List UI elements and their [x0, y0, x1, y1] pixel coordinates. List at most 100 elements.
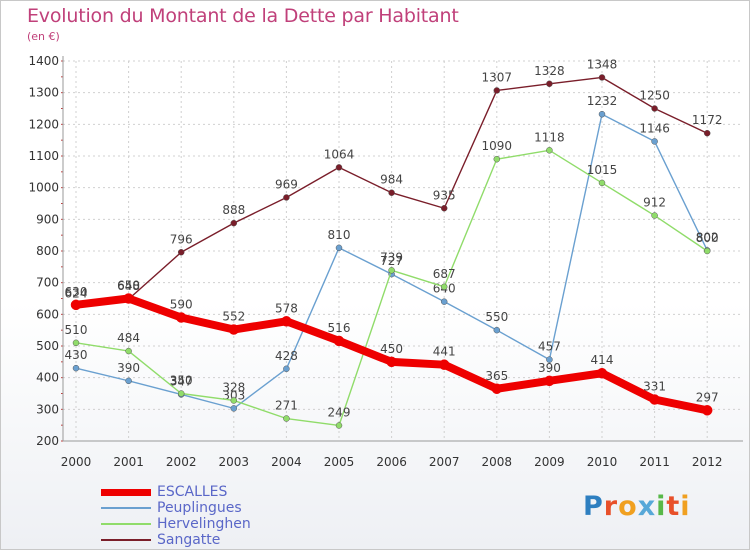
data-label-hervelinghen: 739: [380, 250, 403, 264]
data-point-peuplingues: [72, 364, 80, 372]
x-tick-label: 2002: [166, 455, 197, 469]
y-tick-label: 1100: [28, 149, 59, 163]
data-label-peuplingues: 390: [117, 361, 140, 375]
data-point-sangatte: [388, 189, 395, 196]
data-point-sangatte: [440, 205, 448, 212]
y-tick-label: 700: [36, 276, 59, 290]
data-label-peuplingues: 457: [538, 340, 561, 354]
logo-letter: t: [666, 491, 681, 522]
data-point-hervelinghen: [388, 267, 395, 274]
data-label-peuplingues: 1146: [639, 121, 670, 135]
y-tick-label: 900: [36, 212, 59, 226]
data-point-peuplingues: [440, 298, 448, 305]
data-point-hervelinghen: [651, 212, 658, 219]
data-label-escalles: 516: [328, 321, 351, 335]
x-tick-label: 2000: [61, 455, 92, 469]
data-label-peuplingues: 428: [275, 349, 298, 363]
data-point-hervelinghen: [703, 247, 711, 255]
data-point-escalles: [491, 383, 503, 394]
data-label-escalles: 590: [170, 298, 193, 312]
data-label-peuplingues: 727: [380, 254, 403, 268]
data-point-hervelinghen: [125, 347, 132, 355]
data-label-hervelinghen: 687: [433, 267, 456, 281]
legend-label-escalles: ESCALLES: [157, 484, 228, 500]
data-point-escalles: [438, 359, 450, 370]
data-label-hervelinghen: 271: [275, 399, 298, 413]
data-point-escalles: [175, 312, 187, 323]
data-point-sangatte: [703, 129, 711, 137]
chart-title: Evolution du Montant de la Dette par Hab…: [27, 5, 459, 27]
data-point-hervelinghen: [72, 339, 80, 347]
data-label-escalles: 578: [275, 301, 298, 315]
logo-letter: o: [618, 491, 638, 522]
data-point-escalles: [123, 293, 134, 304]
data-label-sangatte: 984: [380, 173, 403, 187]
data-label-sangatte: 935: [433, 188, 456, 202]
data-label-hervelinghen: 328: [222, 380, 245, 394]
x-tick-label: 2012: [692, 455, 723, 469]
data-label-escalles: 630: [65, 285, 88, 299]
data-point-hervelinghen: [177, 390, 185, 397]
data-label-hervelinghen: 1118: [534, 130, 565, 144]
data-label-peuplingues: 550: [485, 310, 508, 324]
proxiti-logo: Proxiti: [583, 491, 691, 522]
data-label-escalles: 650: [117, 279, 140, 293]
data-point-sangatte: [230, 219, 238, 227]
x-tick-label: 2007: [429, 455, 460, 469]
data-point-peuplingues: [230, 405, 238, 412]
y-tick-label: 800: [36, 244, 59, 258]
x-tick-label: 2001: [113, 455, 144, 469]
data-label-sangatte: 969: [275, 177, 298, 191]
y-tick-label: 300: [36, 402, 59, 416]
data-label-hervelinghen: 1015: [587, 163, 618, 177]
data-point-sangatte: [283, 194, 290, 201]
data-point-peuplingues: [651, 138, 658, 145]
data-label-peuplingues: 303: [222, 388, 245, 402]
x-tick-label: 2006: [376, 455, 407, 469]
legend-label-hervelinghen: Hervelinghen: [157, 516, 251, 532]
y-tick-label: 500: [36, 339, 59, 353]
y-tick-label: 400: [36, 371, 59, 385]
data-point-escalles: [386, 356, 397, 368]
data-point-escalles: [70, 299, 82, 311]
data-label-escalles: 414: [591, 353, 614, 367]
data-point-peuplingues: [598, 110, 606, 118]
data-point-escalles: [701, 405, 713, 416]
legend-swatch-escalles: [101, 489, 151, 496]
y-tick-label: 1300: [28, 86, 59, 100]
data-label-peuplingues: 430: [65, 348, 88, 362]
data-point-escalles: [333, 335, 345, 347]
data-label-hervelinghen: 510: [65, 323, 88, 337]
data-point-sangatte: [493, 87, 501, 94]
data-point-sangatte: [546, 80, 553, 88]
x-tick-label: 2003: [219, 455, 250, 469]
logo-letter: P: [583, 491, 604, 522]
data-label-sangatte: 648: [117, 279, 140, 293]
y-tick-label: 1200: [28, 117, 59, 131]
data-label-escalles: 450: [380, 342, 403, 356]
data-point-hervelinghen: [230, 397, 238, 404]
y-tick-label: 600: [36, 307, 59, 321]
data-label-sangatte: 888: [222, 203, 245, 217]
data-label-peuplingues: 347: [170, 374, 193, 388]
data-label-hervelinghen: 912: [643, 196, 666, 210]
data-label-sangatte: 1307: [482, 70, 513, 84]
x-tick-label: 2010: [587, 455, 618, 469]
data-label-sangatte: 1348: [587, 57, 618, 71]
data-point-sangatte: [177, 249, 185, 256]
data-label-hervelinghen: 1090: [482, 139, 513, 153]
data-point-peuplingues: [335, 244, 343, 252]
data-point-hervelinghen: [493, 155, 501, 163]
logo-letter: r: [603, 491, 619, 522]
data-point-peuplingues: [125, 377, 132, 385]
data-label-escalles: 331: [643, 380, 666, 394]
data-point-escalles: [228, 324, 240, 335]
data-point-hervelinghen: [440, 283, 448, 291]
logo-letter: i: [680, 491, 691, 522]
data-point-escalles: [649, 394, 660, 405]
data-label-escalles: 365: [485, 369, 508, 383]
data-label-hervelinghen: 249: [328, 405, 351, 419]
data-label-hervelinghen: 350: [170, 374, 193, 388]
